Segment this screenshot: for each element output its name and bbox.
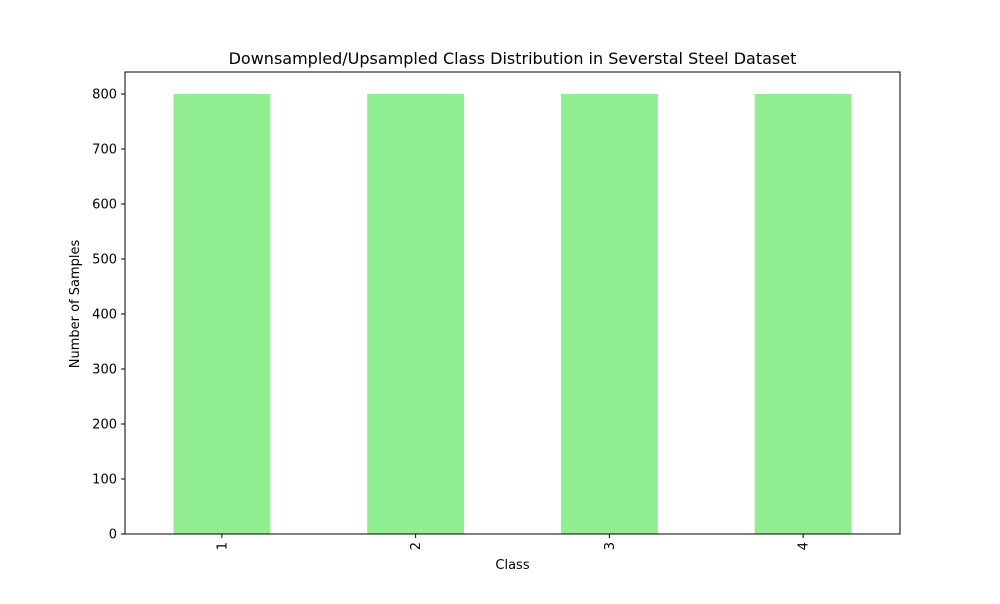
x-tick-label: 1 xyxy=(215,542,230,550)
bar-class-3 xyxy=(560,94,658,534)
y-tick-label: 600 xyxy=(92,198,117,213)
y-tick-label: 400 xyxy=(92,308,117,323)
axes-frame xyxy=(124,71,901,535)
y-tick-label: 500 xyxy=(92,253,117,268)
x-tick-label: 3 xyxy=(603,542,618,550)
bar-class-2 xyxy=(367,94,465,534)
y-tick-label: 700 xyxy=(92,143,117,158)
x-axis-label: Class xyxy=(495,558,529,573)
y-tick-label: 800 xyxy=(92,88,117,103)
y-tick-label: 0 xyxy=(109,528,117,543)
y-tick-label: 200 xyxy=(92,418,117,433)
bar-class-4 xyxy=(754,94,852,534)
chart-title: Downsampled/Upsampled Class Distribution… xyxy=(229,49,797,68)
plot-area: 0 100 200 300 400 500 600 700 800 1 2 3 4 xyxy=(92,71,901,550)
x-tick-label: 2 xyxy=(409,542,424,550)
x-tick-label: 4 xyxy=(797,542,812,550)
y-axis-label: Number of Samples xyxy=(68,240,83,369)
bar-class-1 xyxy=(173,94,271,534)
y-tick-label: 100 xyxy=(92,473,117,488)
y-tick-label: 300 xyxy=(92,363,117,378)
